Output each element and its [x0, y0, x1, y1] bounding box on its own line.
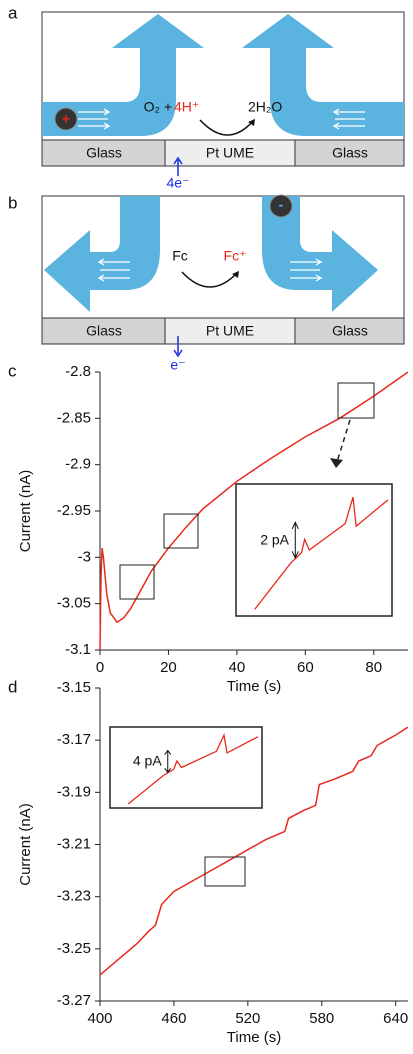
y-tick-label: -3.05 [57, 595, 91, 612]
y-axis-label: Current (nA) [17, 470, 34, 553]
proton: 4H⁺ [174, 99, 199, 115]
electrode-label: Pt UME [206, 323, 254, 339]
panel-letter: b [8, 193, 17, 212]
arrowhead [232, 271, 239, 278]
data-line [99, 371, 409, 651]
ion-charge: - [279, 197, 284, 213]
inset-scale-label: 4 pA [133, 753, 162, 769]
reaction-arrow [199, 119, 255, 136]
panel-letter: d [8, 677, 17, 696]
y-tick-label: -3.27 [57, 992, 91, 1009]
panel-letter: c [8, 361, 17, 380]
glass: Glass [86, 145, 122, 161]
reaction-arrow [181, 271, 239, 288]
flow-lines [290, 258, 323, 282]
y-tick-label: -3.25 [57, 940, 91, 957]
zoom-box [119, 564, 155, 600]
y-tick-label: -2.85 [57, 409, 91, 426]
glass: Glass [86, 323, 122, 339]
x-tick-label: 20 [160, 659, 177, 676]
product: Fc⁺ [224, 248, 247, 264]
zoom-arrow [336, 419, 351, 463]
zoom-box [204, 856, 246, 887]
x-tick-label: 80 [365, 659, 382, 676]
glass: Glass [332, 145, 368, 161]
electron-arrow [173, 156, 183, 176]
y-tick-label: -3.21 [57, 835, 91, 852]
reactant: Fc [172, 248, 188, 264]
flow-arrow [42, 14, 204, 136]
y-axis-label: Current (nA) [17, 803, 34, 886]
flow-arrow [262, 196, 378, 312]
x-tick-label: 40 [229, 659, 246, 676]
flow-lines [78, 108, 111, 130]
flow-arrow [242, 14, 404, 136]
inset-scale-label: 2 pA [260, 531, 289, 547]
ion-charge: + [62, 111, 70, 127]
electrode [164, 317, 296, 345]
electrode [164, 139, 296, 167]
y-tick-label: -2.9 [65, 456, 91, 473]
y-tick-label: -3 [78, 548, 91, 565]
y-tick-label: -2.8 [65, 363, 91, 380]
inset-trace [127, 732, 259, 805]
product: 2H₂O [248, 99, 282, 115]
y-tick-label: -3.19 [57, 783, 91, 800]
x-axis-label: Time (s) [227, 1029, 281, 1046]
zoom-box [163, 513, 199, 549]
scale-arrow [291, 521, 299, 560]
data-line [99, 726, 409, 976]
electrons: 4e⁻ [167, 175, 190, 191]
zoom-box [337, 382, 375, 419]
x-tick-label: 520 [235, 1010, 260, 1027]
electrons: e⁻ [170, 357, 185, 373]
x-tick-label: 0 [96, 659, 104, 676]
x-axis-label: Time (s) [227, 678, 281, 695]
x-tick-label: 460 [161, 1010, 186, 1027]
flow-arrow [44, 196, 160, 312]
x-tick-label: 400 [87, 1010, 112, 1027]
inset [109, 726, 263, 809]
panel-letter: a [8, 3, 18, 22]
y-tick-label: -2.95 [57, 502, 91, 519]
x-tick-label: 580 [309, 1010, 334, 1027]
y-tick-label: -3.23 [57, 888, 91, 905]
flow-lines [332, 108, 365, 130]
inset [235, 483, 393, 617]
reactant: O₂ + [144, 99, 172, 115]
y-tick-label: -3.15 [57, 679, 91, 696]
electron-arrow [173, 336, 183, 358]
electrode-label: Pt UME [206, 145, 254, 161]
x-tick-label: 640 [383, 1010, 408, 1027]
inset-trace [254, 497, 389, 610]
y-tick-label: -3.17 [57, 731, 91, 748]
x-tick-label: 60 [297, 659, 314, 676]
flow-lines [97, 258, 130, 282]
glass: Glass [332, 323, 368, 339]
arrowhead [248, 119, 255, 126]
zoom-arrowhead [330, 458, 343, 468]
y-tick-label: -3.1 [65, 641, 91, 658]
scale-arrow [164, 749, 172, 774]
ion [54, 107, 78, 131]
ion [269, 194, 293, 218]
